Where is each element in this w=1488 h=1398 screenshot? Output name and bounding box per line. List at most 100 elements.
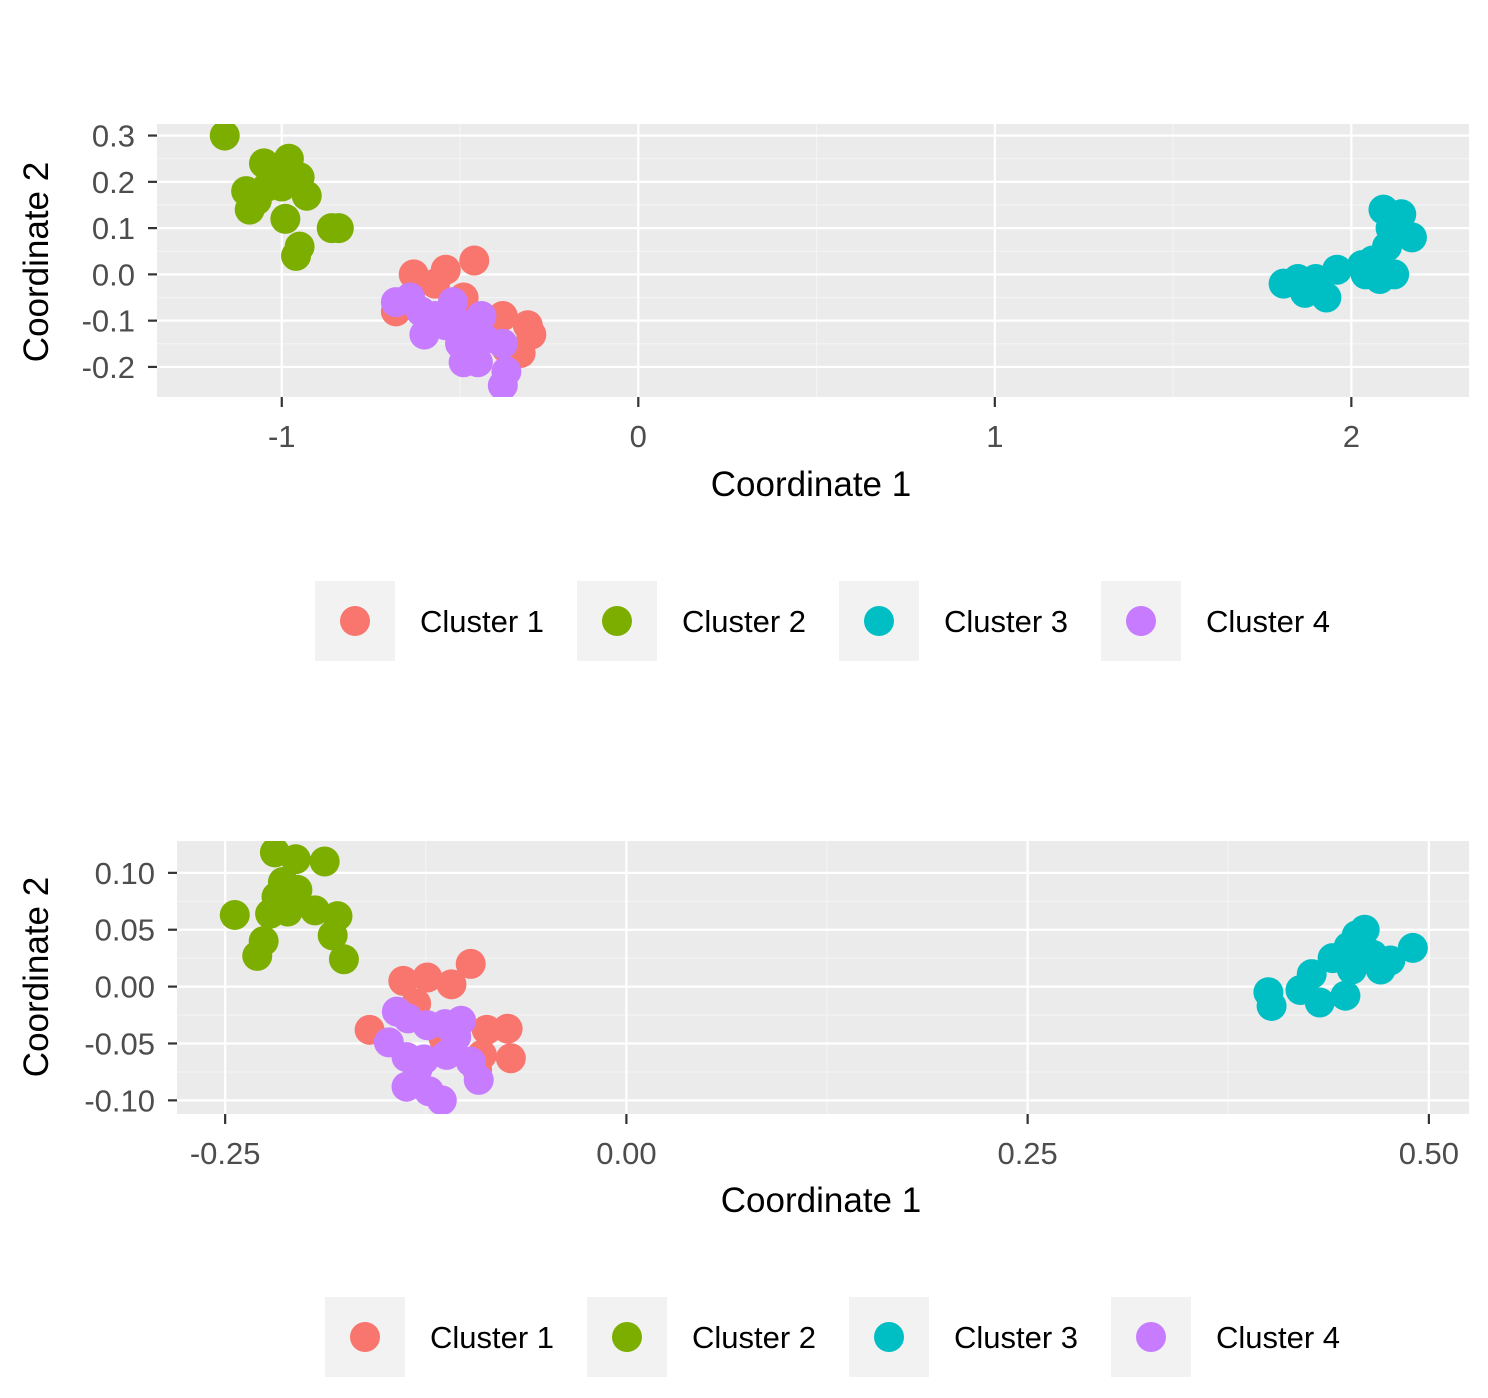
top-chart-x-axis-title: Coordinate 1 (711, 465, 911, 504)
bottom-chart-legend-label-cluster-1: Cluster 1 (430, 1320, 554, 1355)
bottom-chart-x-tick-label: 0.50 (1399, 1136, 1459, 1171)
top-chart-cluster-1-point (459, 245, 490, 276)
top-chart-cluster-3-point (1386, 199, 1417, 230)
bottom-chart-x-tick-label: 0.25 (997, 1136, 1057, 1171)
bottom-chart-legend-label-cluster-2: Cluster 2 (692, 1320, 816, 1355)
bottom-chart-cluster-3-point (1256, 990, 1287, 1021)
top-chart-y-tick-label: 0.2 (92, 165, 135, 200)
bottom-chart-cluster-3-point (1397, 932, 1428, 963)
bottom-chart-cluster-1-point (436, 969, 467, 1000)
top-chart-cluster-4-point (437, 287, 468, 318)
bottom-chart-y-axis-title: Coordinate 2 (17, 877, 56, 1077)
top-chart-y-axis-title: Coordinate 2 (17, 162, 56, 362)
top-chart-cluster-3-point (1350, 259, 1381, 290)
bottom-chart-cluster-2-point (328, 944, 359, 975)
bottom-chart-cluster-1-point (388, 965, 419, 996)
bottom-chart-cluster-1-point (492, 1013, 523, 1044)
top-chart-cluster-3-point (1322, 254, 1353, 285)
bottom-chart-cluster-2-point (272, 896, 303, 927)
bottom-chart-cluster-3-point (1296, 959, 1327, 990)
bottom-chart-cluster-1-point (412, 962, 443, 993)
top-chart-plot-panel (157, 124, 1469, 397)
top-chart-x-tick-label: 2 (1343, 419, 1360, 454)
top-chart-cluster-3-point (1379, 259, 1410, 290)
top-chart-legend-label-cluster-3: Cluster 3 (944, 604, 1068, 639)
bottom-chart-cluster-3-point (1349, 914, 1380, 945)
top-chart-cluster-3-point (1396, 222, 1427, 253)
bottom-chart-cluster-4-point (426, 1085, 457, 1114)
bottom-chart-y-tick-label: 0.10 (95, 856, 155, 891)
bottom-chart-x-axis: -0.25 0.00 0.25 0.50 (190, 1114, 1459, 1171)
bottom-chart-x-tick-label: 0.00 (596, 1136, 656, 1171)
top-chart-gridlines (157, 124, 1469, 397)
top-chart-y-tick-label: 0.3 (92, 119, 135, 154)
top-chart-legend-item-cluster-1: Cluster 1 (315, 581, 544, 661)
top-chart-y-axis: -0.2 -0.1 0.0 0.1 0.2 0.3 (82, 119, 157, 385)
bottom-chart-cluster-4-point (402, 1053, 433, 1084)
bottom-chart-legend-label-cluster-3: Cluster 3 (954, 1320, 1078, 1355)
top-chart-cluster-2-point (209, 124, 240, 151)
bottom-chart-cluster-3-point (1336, 954, 1367, 985)
top-chart: -0.2-0.10.00.10.20.3 -1 0 1 2 Coordinate 1 … (17, 119, 1469, 661)
top-chart-cluster-4-point (487, 328, 518, 359)
bottom-chart-cluster-2-point (309, 846, 340, 877)
top-chart-cluster-2-point (234, 194, 265, 225)
top-chart-cluster-3-point (1311, 282, 1342, 313)
bottom-chart-legend-swatch-cluster-4 (1136, 1322, 1166, 1352)
bottom-chart-legend-item-cluster-1: Cluster 1 (325, 1297, 554, 1377)
bottom-chart-legend-swatch-cluster-1 (350, 1322, 380, 1352)
top-chart-cluster-4-point (487, 370, 518, 397)
top-chart-x-tick-label: 0 (630, 419, 647, 454)
bottom-chart-y-tick-label: 0.00 (95, 970, 155, 1005)
bottom-chart: -0.10 -0.05 0.00 0.05 0.10 -0.25 0.00 0.25 0.50… (17, 841, 1469, 1377)
bottom-chart-cluster-2-point (219, 899, 250, 930)
bottom-chart-legend-item-cluster-2: Cluster 2 (587, 1297, 816, 1377)
top-chart-legend-item-cluster-2: Cluster 2 (577, 581, 806, 661)
top-chart-legend-item-cluster-4: Cluster 4 (1101, 581, 1330, 661)
bottom-chart-cluster-4-point (441, 1021, 472, 1052)
top-chart-x-axis: -1 0 1 2 (268, 397, 1360, 454)
bottom-chart-legend-item-cluster-4: Cluster 4 (1111, 1297, 1340, 1377)
bottom-chart-point-layer (219, 841, 1428, 1114)
top-chart-x-tick-label: -1 (268, 419, 296, 454)
top-chart-cluster-4-point (466, 301, 497, 332)
bottom-chart-legend: Cluster 1 Cluster 2 Cluster 3 Cluster 4 (325, 1297, 1340, 1377)
bottom-chart-cluster-2-point (280, 844, 311, 875)
top-chart-cluster-1-point (420, 268, 451, 299)
bottom-chart-plot-panel (177, 841, 1469, 1114)
top-chart-cluster-2-point (291, 180, 322, 211)
bottom-chart-cluster-3-point (1375, 945, 1406, 976)
bottom-chart-cluster-3-point (1330, 980, 1361, 1011)
bottom-chart-cluster-2-point (300, 895, 331, 926)
bottom-chart-y-axis: -0.10 -0.05 0.00 0.05 0.10 (84, 856, 177, 1118)
top-chart-x-tick-label: 1 (986, 419, 1003, 454)
bottom-chart-y-tick-label: -0.10 (84, 1083, 155, 1118)
bottom-chart-cluster-2-point (317, 920, 348, 951)
top-chart-cluster-2-point (323, 213, 354, 244)
bottom-chart-cluster-4-point (463, 1064, 494, 1095)
top-chart-legend-label-cluster-1: Cluster 1 (420, 604, 544, 639)
bottom-chart-y-tick-label: 0.05 (95, 913, 155, 948)
top-chart-legend: Cluster 1 Cluster 2 Cluster 3 Cluster 4 (315, 581, 1330, 661)
top-chart-point-layer (209, 124, 1427, 397)
top-chart-cluster-2-point (270, 203, 301, 234)
top-chart-legend-item-cluster-3: Cluster 3 (839, 581, 1068, 661)
bottom-chart-cluster-3-point (1304, 987, 1335, 1018)
bottom-chart-cluster-1-point (495, 1043, 526, 1074)
bottom-chart-x-tick-label: -0.25 (190, 1136, 261, 1171)
top-chart-cluster-2-point (281, 240, 312, 271)
bottom-chart-legend-swatch-cluster-2 (612, 1322, 642, 1352)
bottom-chart-points (219, 841, 1428, 1114)
top-chart-y-tick-label: 0.1 (92, 211, 135, 246)
top-chart-y-tick-label: 0.0 (92, 257, 135, 292)
top-chart-legend-swatch-cluster-3 (864, 606, 894, 636)
top-chart-legend-label-cluster-4: Cluster 4 (1206, 604, 1330, 639)
bottom-chart-legend-swatch-cluster-3 (874, 1322, 904, 1352)
top-chart-y-tick-label: -0.2 (82, 350, 135, 385)
top-chart-legend-swatch-cluster-1 (340, 606, 370, 636)
top-chart-points (209, 124, 1427, 397)
bottom-chart-legend-label-cluster-4: Cluster 4 (1216, 1320, 1340, 1355)
top-chart-legend-swatch-cluster-4 (1126, 606, 1156, 636)
bottom-chart-cluster-2-point (242, 940, 273, 971)
